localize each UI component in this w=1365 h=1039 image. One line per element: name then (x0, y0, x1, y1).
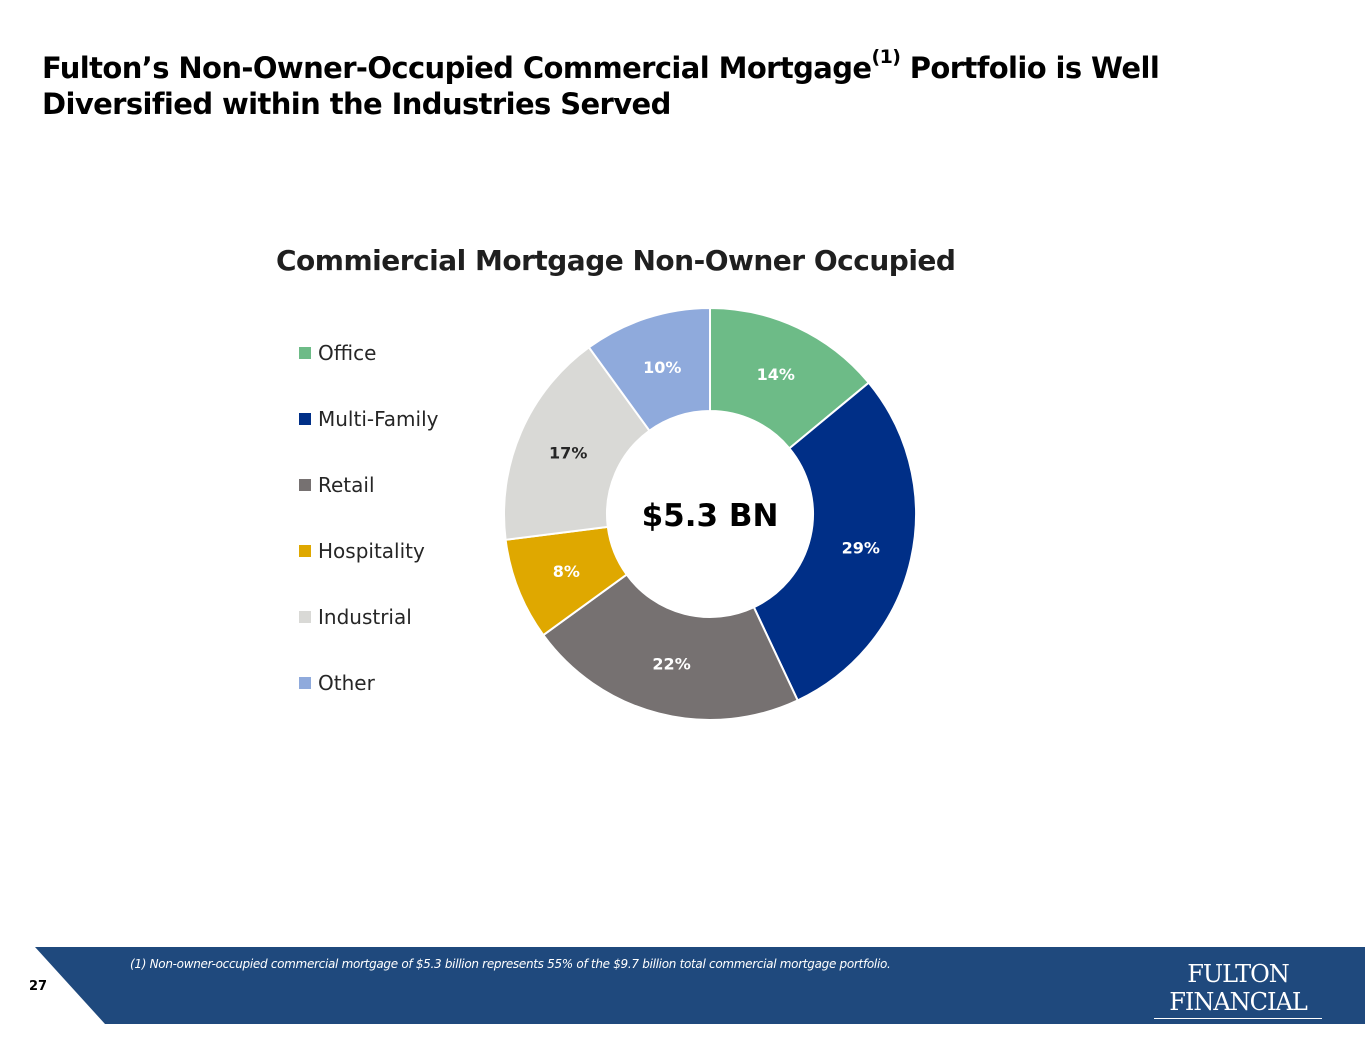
donut-chart: 14% 29% 22% 8% 17% 10% $5.3 BN (503, 306, 917, 721)
legend-swatch (299, 676, 311, 689)
slide-title-rest: Portfolio is Well Diversified within the… (42, 51, 1160, 121)
legend-label: Retail (318, 472, 375, 497)
slice-industrial (503, 345, 651, 541)
slice-office (709, 306, 871, 450)
data-label-office: 14% (757, 365, 795, 384)
footer-corner (0, 947, 105, 1024)
slice-retail (541, 573, 800, 721)
donut-center-label: $5.3 BN (642, 498, 779, 534)
legend-item-other: Other (299, 666, 438, 699)
data-label-industrial: 17% (549, 444, 587, 463)
slice-multi-family (752, 381, 917, 702)
slide-title-main: Fulton’s Non-Owner-Occupied Commercial M… (42, 51, 872, 85)
company-logo: FULTON FINANCIAL CORPORATION (1150, 960, 1326, 1038)
legend-item-multi-family: Multi-Family (299, 402, 438, 435)
legend-label: Multi-Family (318, 406, 439, 431)
data-label-other: 10% (643, 358, 681, 377)
slide-title-footnote-ref: (1) (871, 46, 901, 69)
legend-swatch (299, 544, 311, 557)
logo-name: FULTON FINANCIAL (1169, 960, 1308, 1016)
legend-swatch (299, 346, 311, 359)
legend-item-hospitality: Hospitality (299, 534, 438, 567)
legend-label: Other (318, 670, 375, 695)
chart-legend: Office Multi-Family Retail Hospitality Indus… (299, 336, 438, 732)
legend-swatch (299, 610, 311, 623)
data-label-multi-family: 29% (842, 539, 880, 558)
chart-title: Commiercial Mortgage Non-Owner Occupied (276, 244, 956, 277)
legend-item-industrial: Industrial (299, 600, 438, 633)
logo-subtitle: CORPORATION (1179, 1021, 1297, 1039)
legend-label: Office (318, 340, 377, 365)
legend-swatch (299, 478, 311, 491)
legend-label: Industrial (318, 604, 412, 629)
footer-band (0, 947, 1365, 1024)
legend-item-retail: Retail (299, 468, 438, 501)
data-label-retail: 22% (652, 655, 690, 674)
slice-other (587, 306, 711, 433)
slide-title: Fulton’s Non-Owner-Occupied Commercial M… (42, 48, 1292, 122)
legend-item-office: Office (299, 336, 438, 369)
footnote: (1) Non-owner-occupied commercial mortga… (130, 957, 891, 971)
legend-label: Hospitality (318, 538, 425, 563)
legend-swatch (299, 412, 311, 425)
page-number: 27 (29, 979, 48, 994)
logo-rule (1154, 1018, 1322, 1019)
data-label-hospitality: 8% (553, 562, 580, 581)
